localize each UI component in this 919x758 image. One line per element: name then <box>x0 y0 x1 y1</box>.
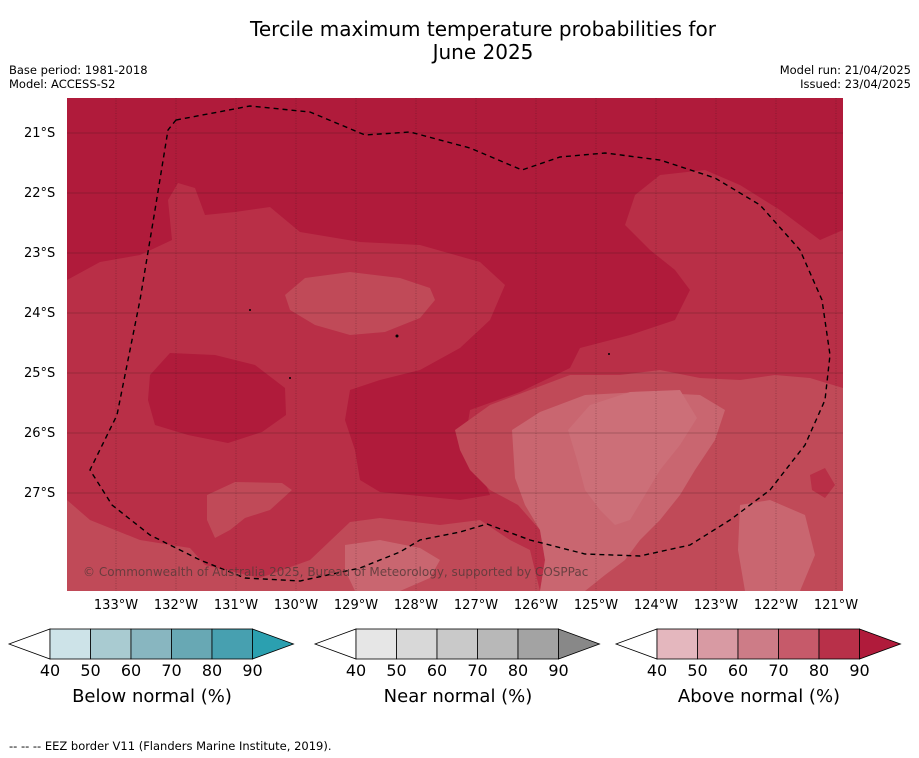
colorbar-swatch <box>656 628 698 660</box>
lat-label-23s: 23°S <box>24 246 56 261</box>
lon-label-130w: 130°W <box>273 598 319 613</box>
cbar2-tick-80: 80 <box>808 661 830 680</box>
colorbar-extend-low <box>7 628 51 660</box>
meta-right: Model run: 21/04/2025 Issued: 23/04/2025 <box>780 63 911 91</box>
region-70-center <box>285 272 435 335</box>
lat-label-25s: 25°S <box>24 366 56 381</box>
lon-label-132w: 132°W <box>153 598 199 613</box>
colorbar-extend-high <box>859 628 902 660</box>
colorbar-extend-low <box>313 628 357 660</box>
meta-left: Base period: 1981-2018 Model: ACCESS-S2 <box>9 63 148 91</box>
colorbar-below-normal <box>7 628 295 660</box>
model-run: Model run: 21/04/2025 <box>779 63 911 77</box>
colorbar-swatch <box>436 628 478 660</box>
eez-footnote: -- -- -- EEZ border V11 (Flanders Marine… <box>9 739 332 753</box>
region-60-southeast-2 <box>738 500 815 591</box>
region-70-southwest <box>207 482 292 538</box>
colorbar-swatch <box>737 628 779 660</box>
cbar0-tick-80: 80 <box>201 661 223 680</box>
lon-label-126w: 126°W <box>513 598 559 613</box>
title-line-2: June 2025 <box>432 40 534 64</box>
lon-label-131w: 131°W <box>213 598 259 613</box>
lon-label-121w: 121°W <box>813 598 859 613</box>
cbar0-tick-90: 90 <box>242 661 263 680</box>
region-50-southeast <box>568 390 697 525</box>
lon-label-125w: 125°W <box>573 598 619 613</box>
cbar1-tick-70: 70 <box>467 661 488 680</box>
colorbar-swatch <box>211 628 253 660</box>
cbar0-tick-70: 70 <box>161 661 182 680</box>
islands <box>249 309 610 379</box>
cbar2-tick-90: 90 <box>849 661 870 680</box>
colorbar-swatch <box>171 628 213 660</box>
map-title: Tercile maximum temperature probabilitie… <box>0 18 919 64</box>
lon-label-127w: 127°W <box>453 598 499 613</box>
cbar2-tick-70: 70 <box>768 661 789 680</box>
colorbar-swatch <box>517 628 559 660</box>
cbar0-tick-50: 50 <box>80 661 101 680</box>
lon-label-128w: 128°W <box>393 598 439 613</box>
cbar2-tick-50: 50 <box>687 661 708 680</box>
cbar0-label: Below normal (%) <box>72 686 232 707</box>
cbar1-label: Near normal (%) <box>383 686 533 707</box>
cbar2-label: Above normal (%) <box>677 686 841 707</box>
region-80-small-east <box>810 468 835 498</box>
cbar1-tick-40: 40 <box>345 661 367 680</box>
colorbar-swatch <box>396 628 438 660</box>
colorbar-extend-high <box>558 628 601 660</box>
lon-label-133w: 133°W <box>93 598 139 613</box>
colorbar-swatch <box>49 628 91 660</box>
lon-label-123w: 123°W <box>693 598 739 613</box>
colorbar-above-normal <box>614 628 902 660</box>
cbar1-tick-60: 60 <box>426 661 448 680</box>
colorbar-swatch <box>355 628 397 660</box>
cbar2-tick-40: 40 <box>646 661 668 680</box>
eez-border <box>89 105 831 582</box>
lon-label-122w: 122°W <box>753 598 799 613</box>
title-line-1: Tercile maximum temperature probabilitie… <box>250 17 716 41</box>
lat-label-21s: 21°S <box>24 126 56 141</box>
base-period: Base period: 1981-2018 <box>9 63 148 77</box>
colorbar-extend-high <box>252 628 295 660</box>
cbar0-tick-60: 60 <box>120 661 142 680</box>
graticule <box>67 98 843 591</box>
cbar0-tick-40: 40 <box>39 661 61 680</box>
copyright-notice: © Commonwealth of Australia 2025, Bureau… <box>83 565 589 579</box>
cbar1-tick-80: 80 <box>507 661 529 680</box>
cbar1-tick-50: 50 <box>386 661 407 680</box>
colorbar-swatch <box>818 628 860 660</box>
colorbar-swatch <box>477 628 519 660</box>
lon-label-129w: 129°W <box>333 598 379 613</box>
lat-label-26s: 26°S <box>24 426 56 441</box>
lon-label-124w: 124°W <box>633 598 679 613</box>
cbar1-tick-90: 90 <box>548 661 569 680</box>
probability-contours <box>67 98 843 591</box>
colorbar-extend-low <box>614 628 658 660</box>
issued-date: Issued: 23/04/2025 <box>800 77 911 91</box>
region-90-southwest <box>148 353 286 443</box>
lat-label-24s: 24°S <box>24 306 56 321</box>
lat-label-22s: 22°S <box>24 186 56 201</box>
colorbar-near-normal <box>313 628 601 660</box>
colorbar-swatch <box>778 628 820 660</box>
colorbar-swatch <box>90 628 132 660</box>
model-name: Model: ACCESS-S2 <box>9 77 116 91</box>
lat-label-27s: 27°S <box>24 486 56 501</box>
cbar2-tick-60: 60 <box>727 661 749 680</box>
colorbar-swatch <box>130 628 172 660</box>
colorbar-swatch <box>697 628 739 660</box>
colorbar-strip <box>7 628 902 660</box>
